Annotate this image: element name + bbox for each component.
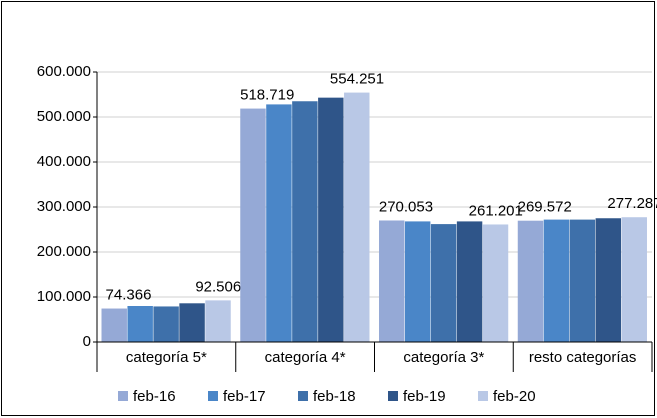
x-tick-label: resto categorías [529,349,637,366]
bar [266,104,292,343]
bar [240,108,266,342]
legend-swatch [208,391,218,401]
legend-label: feb-20 [493,388,536,405]
legend-swatch [478,391,488,401]
y-tick-label: 600.000 [37,63,91,80]
value-label: 518.719 [240,87,294,104]
bar [595,218,622,342]
value-label: 74.366 [106,287,152,304]
bar [543,219,570,342]
bar [569,219,596,342]
bar [621,217,647,342]
bar [456,221,483,342]
legend-swatch [388,391,398,401]
bar [292,101,318,342]
bar [205,300,231,342]
bar [318,97,344,343]
y-tick-label: 100.000 [37,288,91,305]
value-label: 261.201 [469,202,523,219]
legend-swatch [118,391,128,401]
bar [404,221,431,342]
x-tick-label: categoría 5* [126,349,207,366]
x-tick-label: categoría 4* [265,349,346,366]
value-label: 269.572 [518,199,572,216]
legend-swatch [298,391,308,401]
x-tick-label: categoría 3* [403,349,484,366]
y-tick-label: 200.000 [37,243,91,260]
bar [127,306,153,342]
legend-label: feb-16 [133,388,176,405]
bar [101,308,127,342]
bar [517,220,544,342]
y-tick-label: 300.000 [37,198,91,215]
value-label: 554.251 [330,71,384,88]
y-tick-label: 400.000 [37,153,91,170]
bar [430,224,457,342]
bar [379,220,405,342]
y-tick-label: 500.000 [37,108,91,125]
y-tick-label: 0 [83,333,91,350]
value-label: 92.506 [195,278,241,295]
legend-label: feb-19 [403,388,446,405]
value-label: 270.053 [379,198,433,215]
bar [179,303,205,342]
bar [153,306,179,342]
legend-label: feb-17 [223,388,266,405]
value-label: 277.287 [607,195,657,212]
bar [482,224,509,342]
legend-label: feb-18 [313,388,356,405]
bar [344,92,370,342]
